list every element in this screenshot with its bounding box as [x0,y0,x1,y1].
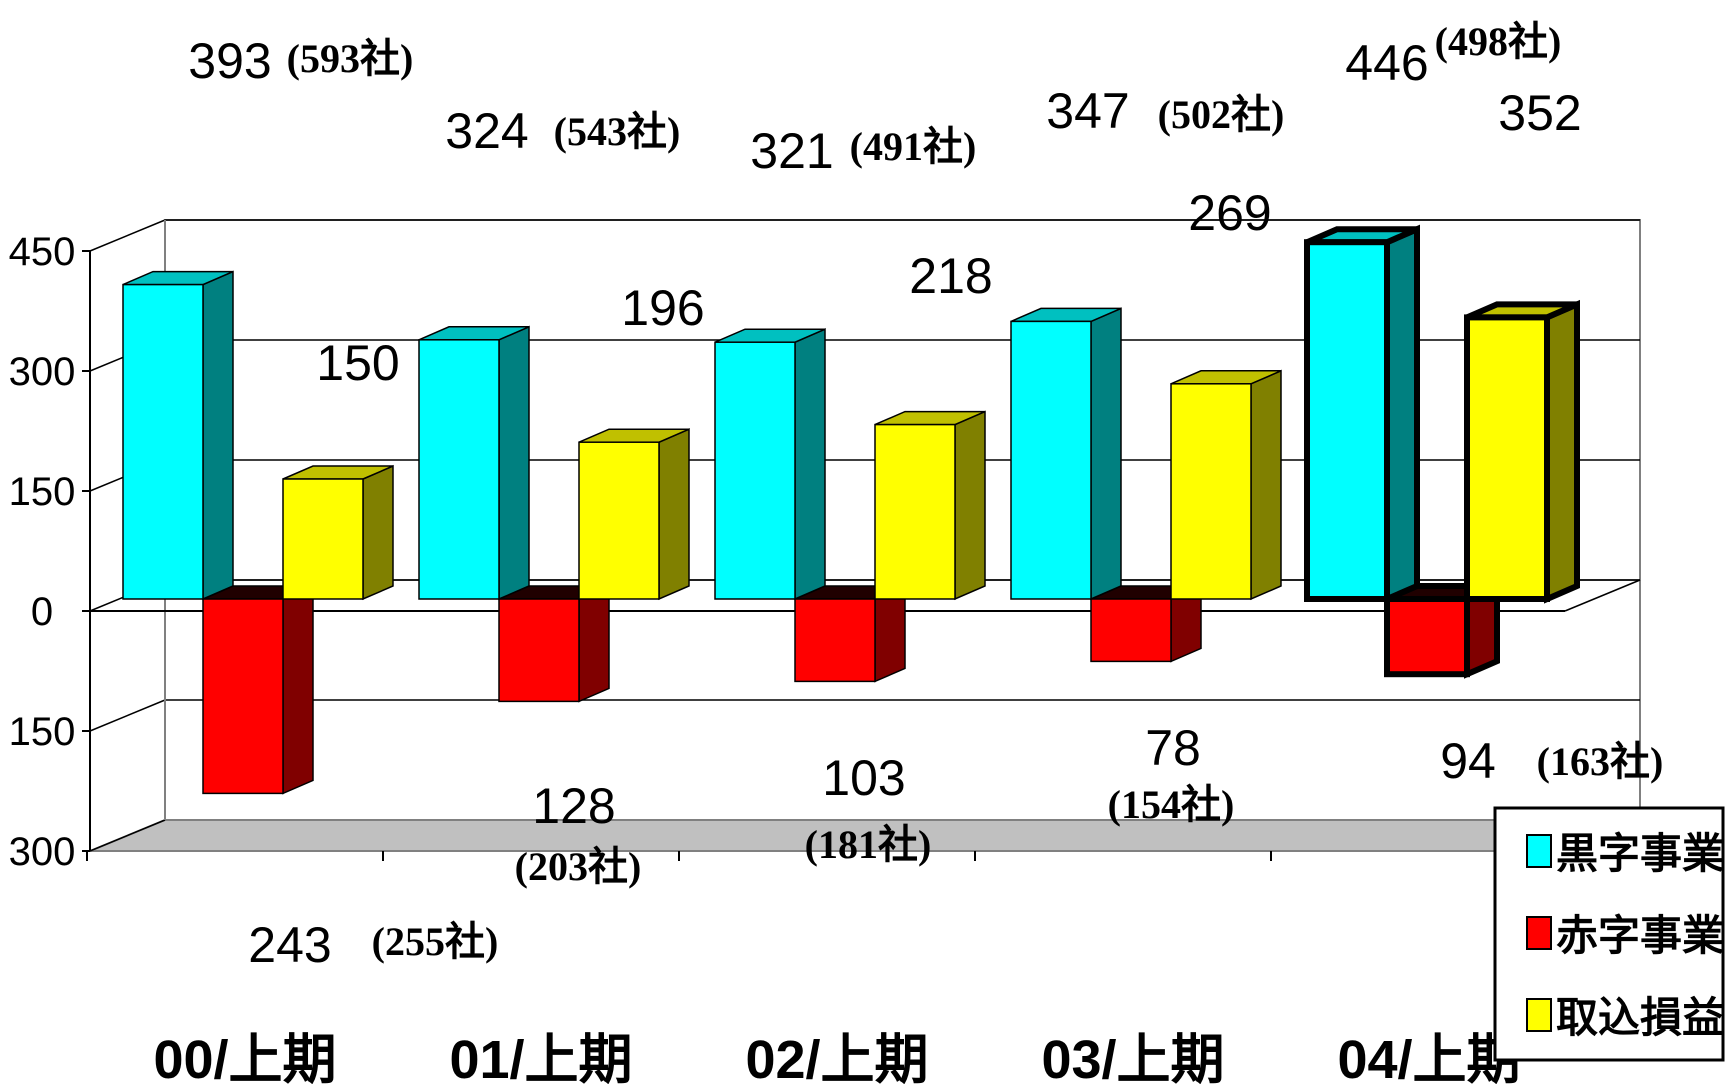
count-label: (163社) [1537,739,1664,784]
count-label: (543社) [554,109,681,154]
bar-side [1384,224,1420,604]
data-label: 321 [750,123,833,179]
bar-side [658,428,690,601]
zero-line-side [1564,579,1641,612]
legend-swatch [1526,834,1552,868]
bar-front [418,339,500,600]
bar-yellow [1464,299,1580,604]
y-tick-label: 150 [9,470,76,514]
count-label: (593社) [287,36,414,81]
bar-side [1250,369,1282,601]
bar-side [874,584,906,683]
legend-swatch [1526,998,1552,1032]
y-tick-label: 0 [31,590,53,634]
bar-front [578,441,660,600]
data-label: 352 [1498,85,1581,141]
bar-side [794,328,826,601]
bar-front [794,598,876,683]
bar-front [498,598,580,703]
y-tick-label: 450 [9,230,76,274]
bar-red [498,584,610,703]
data-label: 94 [1440,733,1496,789]
bar-cyan [418,325,530,601]
bar-cyan [1304,224,1420,604]
count-label: (491社) [850,124,977,169]
bar-side [202,270,234,601]
bar-front [1090,598,1172,663]
data-label: 347 [1046,83,1129,139]
data-label: 150 [316,335,399,391]
data-label: 446 [1345,35,1428,91]
x-tick-label: 04/上期 [1337,1030,1520,1084]
bar-side [954,410,986,601]
count-label: (498社) [1435,19,1562,64]
legend-label: 取込損益 [1556,993,1724,1042]
bar-side [1090,307,1122,601]
x-tick-label: 02/上期 [745,1030,928,1084]
bar-front [1010,320,1092,600]
count-label: (203社) [515,844,642,889]
data-label: 393 [188,33,271,89]
count-label: (181社) [805,822,932,867]
bar-cyan [714,328,826,601]
bar-front [1304,239,1390,602]
y-tick-label: 300 [9,350,76,394]
bar-side [578,584,610,703]
x-tick-label: 01/上期 [449,1030,632,1084]
bar-front [874,423,956,600]
bar-yellow [282,464,394,601]
bar-front [1384,596,1470,678]
bar-side [498,325,530,601]
data-label: 128 [532,778,615,834]
bar-red [794,584,906,683]
bar-front [122,283,204,600]
bar-cyan [1010,307,1122,601]
bar-side [1544,299,1580,604]
gridline-side [89,699,166,732]
count-label: (154社) [1108,782,1235,827]
bar-cyan [122,270,234,601]
data-label: 243 [248,917,331,973]
bar-side [362,464,394,601]
data-label: 269 [1188,185,1271,241]
data-label: 196 [621,280,704,336]
bar-yellow [1170,369,1282,601]
gridline-side [89,819,166,852]
bar-red [202,584,314,795]
bar-front [1170,383,1252,600]
x-tick-label: 03/上期 [1041,1030,1224,1084]
data-label: 324 [445,103,528,159]
data-label: 78 [1145,720,1201,776]
gridline-side [89,219,166,252]
x-tick-label: 00/上期 [153,1030,336,1084]
bar-side [282,584,314,795]
y-tick-label: 300 [9,830,76,874]
bar-front [282,478,364,600]
legend-label: 黒字事業 [1556,829,1724,878]
bar-yellow [874,410,986,601]
legend-label: 赤字事業 [1556,911,1724,960]
bar-front [714,341,796,600]
bar-front [202,598,284,795]
bar-front [1464,314,1550,602]
data-label: 103 [822,750,905,806]
count-label: (255社) [372,919,499,964]
legend-swatch [1526,916,1552,950]
y-tick-label: 150 [9,710,76,754]
count-label: (502社) [1158,92,1285,137]
data-label: 218 [909,248,992,304]
bar-yellow [578,428,690,601]
